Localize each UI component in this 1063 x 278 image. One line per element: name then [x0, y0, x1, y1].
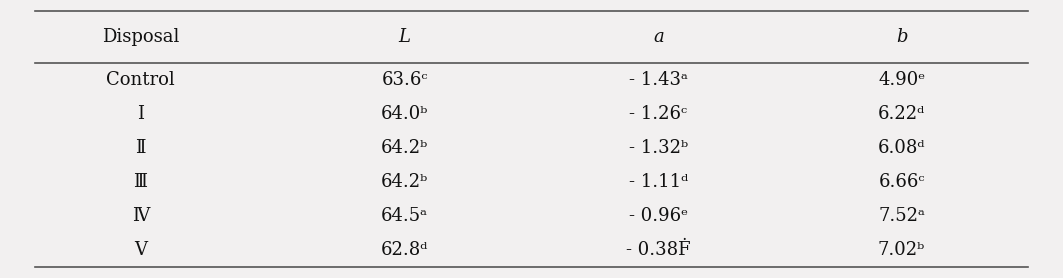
Text: 6.66ᶜ: 6.66ᶜ — [878, 173, 925, 191]
Text: 64.2ᵇ: 64.2ᵇ — [381, 139, 428, 157]
Text: 64.5ᵃ: 64.5ᵃ — [382, 207, 428, 225]
Text: a: a — [653, 28, 663, 46]
Text: V: V — [134, 241, 147, 259]
Text: - 0.38Ḟ: - 0.38Ḟ — [626, 241, 691, 259]
Text: 6.08ᵈ: 6.08ᵈ — [878, 139, 926, 157]
Text: - 1.32ᵇ: - 1.32ᵇ — [629, 139, 688, 157]
Text: 6.22ᵈ: 6.22ᵈ — [878, 105, 925, 123]
Text: - 1.11ᵈ: - 1.11ᵈ — [629, 173, 688, 191]
Text: - 0.96ᵉ: - 0.96ᵉ — [629, 207, 688, 225]
Text: 64.0ᵇ: 64.0ᵇ — [381, 105, 428, 123]
Text: 4.90ᵉ: 4.90ᵉ — [878, 71, 925, 89]
Text: Ⅱ: Ⅱ — [135, 139, 146, 157]
Text: b: b — [896, 28, 908, 46]
Text: I: I — [137, 105, 144, 123]
Text: Disposal: Disposal — [102, 28, 179, 46]
Text: - 1.43ᵃ: - 1.43ᵃ — [629, 71, 688, 89]
Text: 7.02ᵇ: 7.02ᵇ — [878, 241, 925, 259]
Text: - 1.26ᶜ: - 1.26ᶜ — [629, 105, 688, 123]
Text: L: L — [399, 28, 410, 46]
Text: 64.2ᵇ: 64.2ᵇ — [381, 173, 428, 191]
Text: 7.52ᵃ: 7.52ᵃ — [878, 207, 925, 225]
Text: Ⅳ: Ⅳ — [132, 207, 149, 225]
Text: Control: Control — [106, 71, 174, 89]
Text: Ⅲ: Ⅲ — [133, 173, 148, 191]
Text: 63.6ᶜ: 63.6ᶜ — [382, 71, 427, 89]
Text: 62.8ᵈ: 62.8ᵈ — [381, 241, 428, 259]
